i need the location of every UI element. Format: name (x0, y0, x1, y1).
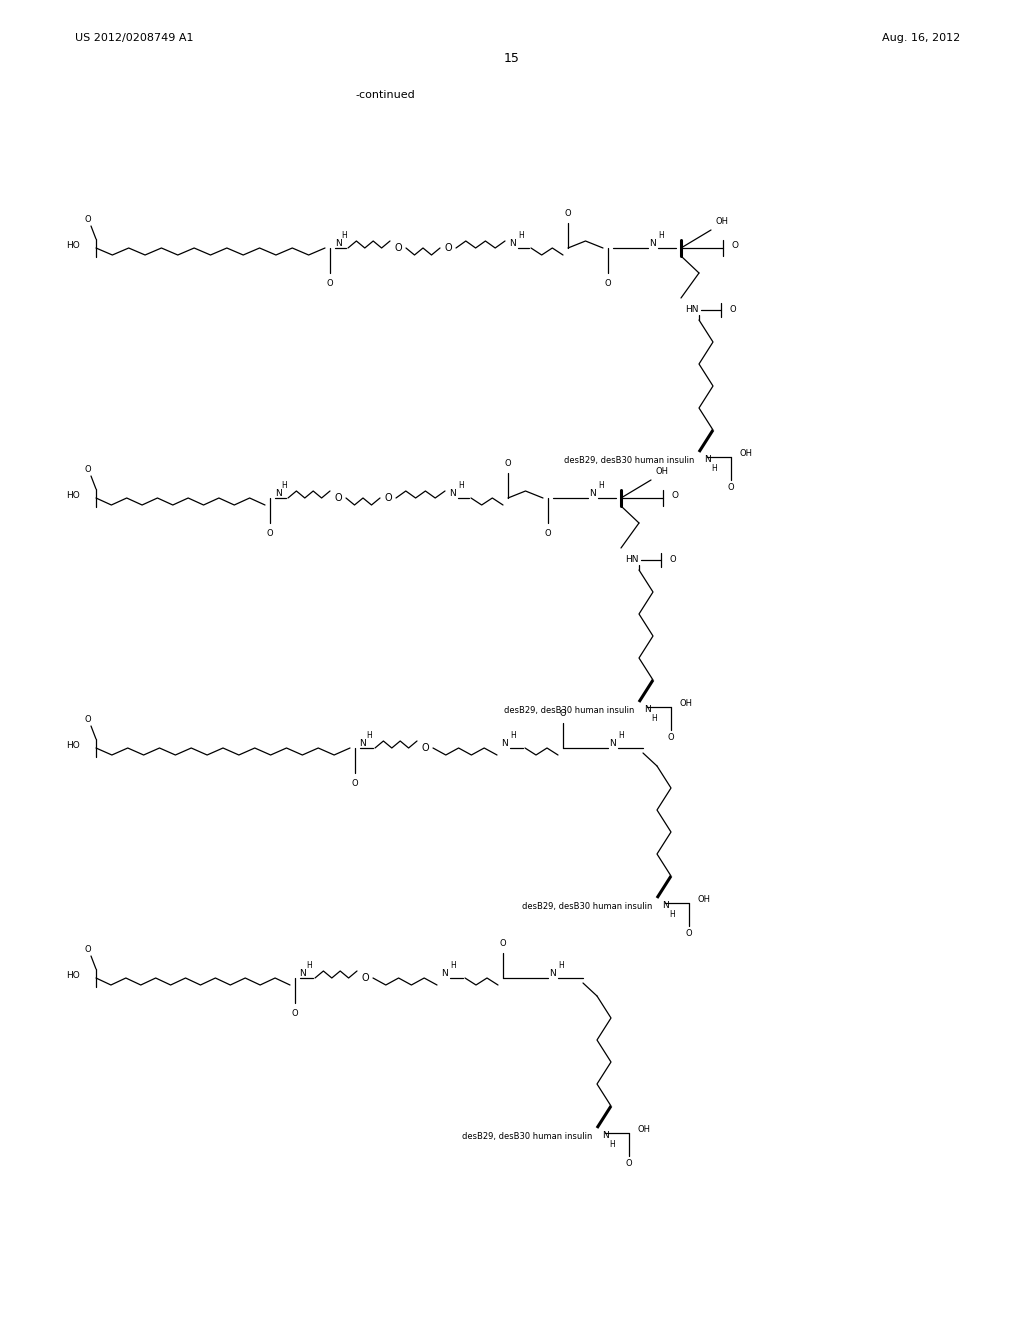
Text: O: O (500, 939, 506, 948)
Text: HO: HO (67, 972, 80, 981)
Text: H: H (282, 482, 287, 491)
Text: H: H (598, 480, 604, 490)
Text: H: H (451, 961, 456, 969)
Text: OH: OH (637, 1126, 650, 1134)
Text: N: N (502, 738, 508, 747)
Text: H: H (341, 231, 347, 240)
Text: H: H (518, 231, 524, 239)
Text: O: O (444, 243, 452, 253)
Text: desB29, desB30 human insulin: desB29, desB30 human insulin (563, 455, 694, 465)
Text: N: N (441, 969, 449, 978)
Text: OH: OH (679, 700, 692, 709)
Text: O: O (351, 780, 358, 788)
Text: HO: HO (67, 742, 80, 751)
Text: O: O (266, 529, 273, 539)
Text: N: N (335, 239, 341, 248)
Text: HO: HO (67, 491, 80, 500)
Text: O: O (545, 528, 551, 537)
Text: O: O (384, 492, 392, 503)
Text: H: H (306, 961, 312, 970)
Text: H: H (711, 465, 717, 473)
Text: H: H (458, 480, 464, 490)
Text: 15: 15 (504, 51, 520, 65)
Text: N: N (274, 488, 282, 498)
Text: N: N (649, 239, 656, 248)
Text: H: H (669, 909, 675, 919)
Text: O: O (334, 492, 342, 503)
Text: N: N (300, 969, 306, 978)
Text: O: O (729, 305, 735, 314)
Text: desB29, desB30 human insulin: desB29, desB30 human insulin (462, 1133, 592, 1140)
Text: O: O (85, 945, 91, 954)
Text: N: N (602, 1131, 608, 1140)
Text: O: O (505, 458, 511, 467)
Text: O: O (327, 280, 334, 289)
Text: N: N (510, 239, 516, 248)
Text: HN: HN (685, 305, 699, 314)
Text: H: H (658, 231, 664, 239)
Text: N: N (662, 902, 669, 909)
Text: O: O (85, 715, 91, 725)
Text: N: N (590, 488, 596, 498)
Text: N: N (550, 969, 556, 978)
Text: O: O (728, 483, 734, 492)
Text: H: H (510, 730, 516, 739)
Text: H: H (367, 731, 372, 741)
Text: N: N (705, 455, 711, 465)
Text: O: O (560, 709, 566, 718)
Text: O: O (292, 1010, 298, 1019)
Text: Aug. 16, 2012: Aug. 16, 2012 (882, 33, 961, 44)
Text: desB29, desB30 human insulin: desB29, desB30 human insulin (521, 902, 652, 911)
Text: O: O (605, 279, 611, 288)
Text: O: O (671, 491, 678, 499)
Text: desB29, desB30 human insulin: desB29, desB30 human insulin (504, 706, 634, 715)
Text: N: N (644, 705, 650, 714)
Text: O: O (394, 243, 401, 253)
Text: O: O (626, 1159, 632, 1168)
Text: US 2012/0208749 A1: US 2012/0208749 A1 (75, 33, 194, 44)
Text: OH: OH (739, 450, 752, 458)
Text: O: O (669, 556, 676, 565)
Text: O: O (686, 929, 692, 939)
Text: H: H (609, 1140, 614, 1148)
Text: H: H (651, 714, 656, 723)
Text: N: N (609, 738, 616, 747)
Text: O: O (564, 209, 571, 218)
Text: O: O (361, 973, 369, 983)
Text: OH: OH (656, 466, 669, 475)
Text: N: N (450, 488, 457, 498)
Text: O: O (85, 466, 91, 474)
Text: HN: HN (626, 556, 639, 565)
Text: OH: OH (716, 216, 729, 226)
Text: N: N (359, 738, 367, 747)
Text: -continued: -continued (355, 90, 415, 100)
Text: O: O (668, 734, 675, 742)
Text: H: H (558, 961, 564, 969)
Text: OH: OH (697, 895, 710, 904)
Text: O: O (731, 240, 738, 249)
Text: HO: HO (67, 242, 80, 251)
Text: O: O (85, 215, 91, 224)
Text: O: O (421, 743, 429, 752)
Text: H: H (618, 730, 624, 739)
